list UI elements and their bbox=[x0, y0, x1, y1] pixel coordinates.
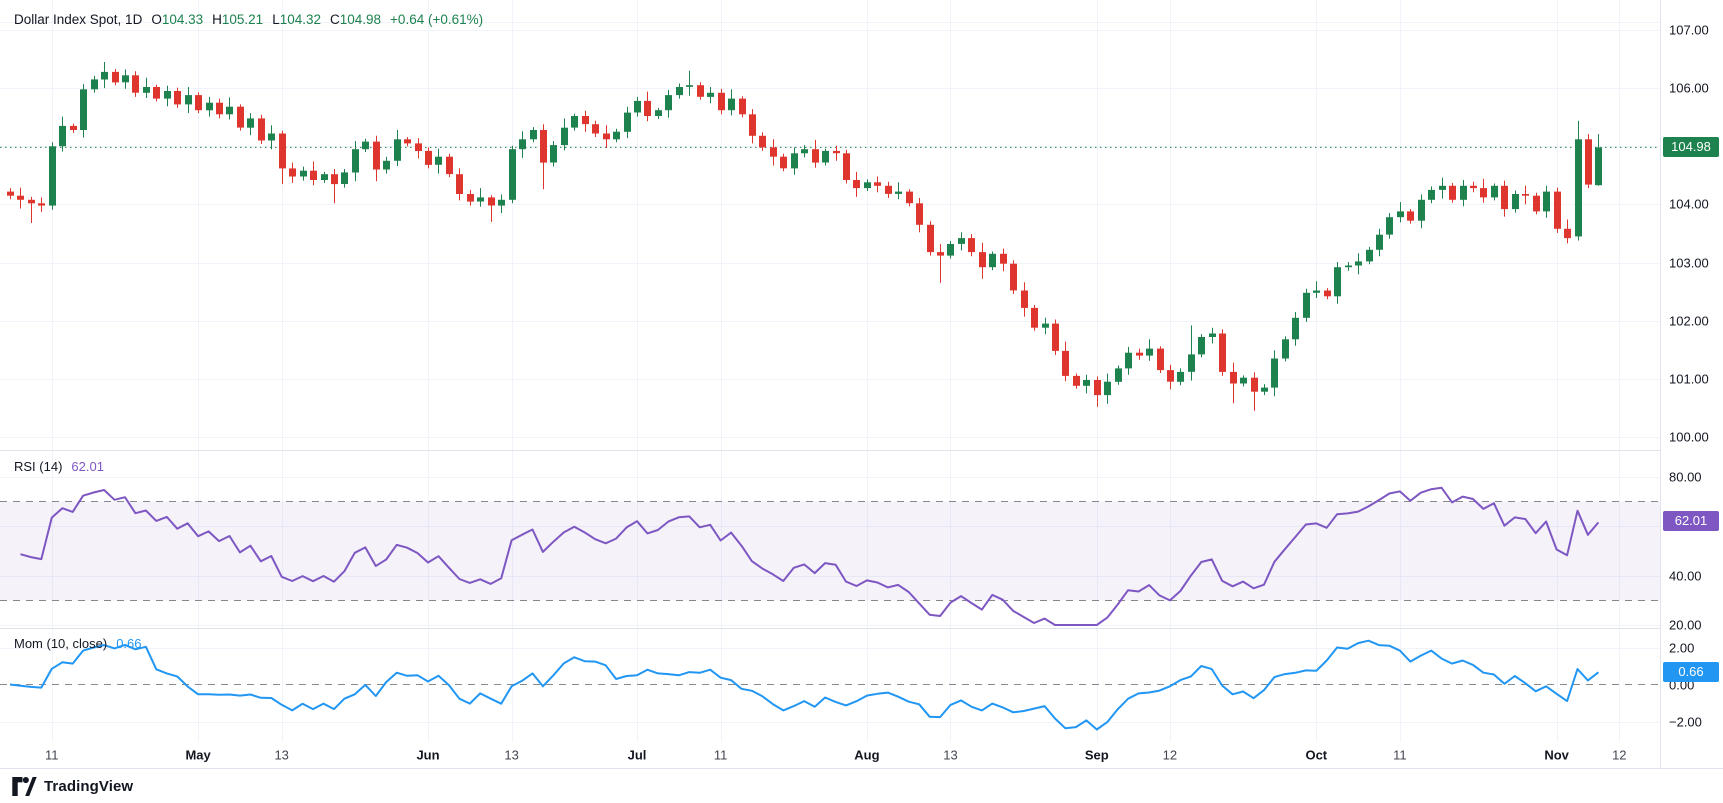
rsi-axis-label: 40.00 bbox=[1669, 568, 1702, 584]
date-tick-day: 12 bbox=[1162, 747, 1178, 763]
date-axis[interactable]: 11 May 13 Jun 13 Jul 11 Aug 13 Sep 12 Oct 11 Nov 12 bbox=[0, 742, 1660, 768]
tradingview-logo[interactable]: TradingView bbox=[12, 777, 133, 796]
price-axis-label: 104.00 bbox=[1669, 196, 1709, 212]
momentum-line bbox=[9, 639, 1600, 731]
momentum-value-badge: 0.66 bbox=[1663, 662, 1719, 683]
price-axis-label: 103.00 bbox=[1669, 255, 1709, 271]
date-tick-month: Oct bbox=[1305, 747, 1328, 763]
ohlc-low: L104.32 bbox=[272, 12, 321, 27]
ohlc-close: C104.98 bbox=[330, 12, 382, 27]
rsi-band bbox=[0, 501, 1660, 601]
rsi-legend: RSI (14) 62.01 bbox=[14, 459, 104, 474]
tradingview-logo-icon bbox=[12, 777, 37, 796]
chart-background bbox=[0, 0, 1660, 742]
date-tick-day: 13 bbox=[504, 747, 519, 763]
date-tick-day: 13 bbox=[274, 747, 289, 763]
price-axis-label: 100.00 bbox=[1669, 429, 1709, 445]
rsi-value: 62.01 bbox=[71, 459, 104, 474]
price-axis[interactable]: 107.00 106.00 104.00 103.00 102.00 101.00 100.… bbox=[1660, 0, 1723, 768]
date-tick-day: 11 bbox=[45, 747, 59, 763]
date-tick-month: Jun bbox=[416, 747, 440, 763]
date-tick-day: 11 bbox=[1393, 747, 1407, 763]
candlestick-series bbox=[7, 62, 1602, 411]
ohlc-high: H105.21 bbox=[212, 12, 264, 27]
vertical-gridlines bbox=[52, 0, 1620, 742]
chart-canvas[interactable] bbox=[0, 0, 1660, 742]
symbol-title: Dollar Index Spot, 1D bbox=[14, 12, 143, 27]
tradingview-logo-text: TradingView bbox=[44, 778, 134, 795]
last-price-badge: 104.98 bbox=[1663, 137, 1719, 158]
momentum-value: 0.66 bbox=[116, 636, 142, 651]
price-gridlines bbox=[0, 22, 1660, 438]
date-tick-month: Jul bbox=[627, 747, 647, 763]
price-axis-label: 107.00 bbox=[1669, 22, 1709, 38]
rsi-name: RSI (14) bbox=[14, 459, 63, 474]
rsi-axis-label: 20.00 bbox=[1669, 617, 1702, 633]
symbol-header: Dollar Index Spot, 1D O104.33 H105.21 L1… bbox=[14, 12, 483, 27]
chart-plot-area[interactable] bbox=[0, 0, 1660, 742]
rsi-line bbox=[20, 486, 1600, 626]
date-tick-month: Nov bbox=[1544, 747, 1569, 763]
momentum-axis-label: −2.00 bbox=[1669, 714, 1702, 729]
price-axis-label: 101.00 bbox=[1669, 371, 1709, 387]
dashed-levels bbox=[0, 501, 1660, 685]
momentum-name: Mom (10, close) bbox=[14, 636, 108, 651]
rsi-value-badge: 62.01 bbox=[1663, 511, 1719, 532]
rsi-axis-label: 80.00 bbox=[1669, 469, 1702, 485]
price-change: +0.64 (+0.61%) bbox=[390, 12, 484, 27]
date-tick-day: 12 bbox=[1612, 747, 1627, 763]
date-tick-day: 11 bbox=[713, 747, 728, 763]
date-tick-month: May bbox=[185, 747, 211, 763]
date-tick-month: Sep bbox=[1084, 747, 1109, 763]
date-tick-month: Aug bbox=[854, 747, 880, 763]
pane-separators bbox=[0, 450, 1660, 629]
ohlc-open: O104.33 bbox=[151, 12, 204, 27]
price-axis-label: 102.00 bbox=[1669, 313, 1709, 329]
chart-bottom-border bbox=[0, 768, 1723, 769]
date-tick-day: 13 bbox=[943, 747, 958, 763]
price-axis-label: 106.00 bbox=[1669, 80, 1709, 96]
momentum-axis-label: 2.00 bbox=[1669, 640, 1695, 655]
momentum-legend: Mom (10, close) 0.66 bbox=[14, 636, 142, 651]
indicator-gridlines bbox=[0, 477, 1660, 723]
